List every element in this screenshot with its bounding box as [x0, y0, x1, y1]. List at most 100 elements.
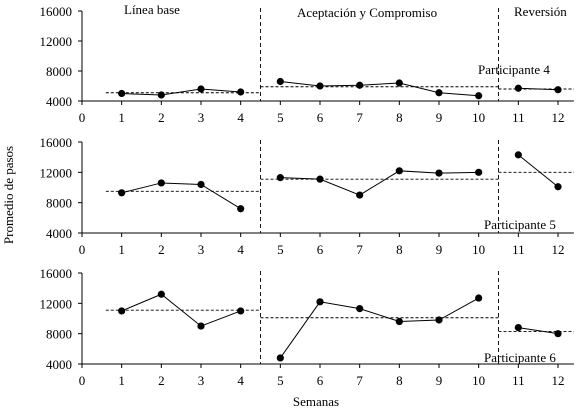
panel-3-data-point [356, 305, 364, 313]
panel-2-x-tick-label: 7 [356, 242, 363, 257]
panel-1-x-tick-label: 4 [237, 110, 244, 125]
panel-3-data-point [475, 294, 483, 302]
panel-3-x-tick-label: 4 [237, 373, 244, 388]
panel-3-data-point [554, 330, 562, 338]
panel-3-x-tick-label: 5 [277, 373, 284, 388]
panel-1-y-tick-label: 12000 [40, 34, 73, 49]
panel-2-x-tick-label: 0 [79, 242, 86, 257]
panel-2-data-point [356, 191, 364, 199]
panel-3-data-point [197, 322, 205, 330]
panel-1-data-point [316, 82, 324, 90]
panel-2-participant-label: Participante 5 [484, 217, 556, 232]
panel-3-data-line [121, 293, 241, 327]
panel-1-data-line [518, 87, 559, 91]
panel-3-data-point [157, 290, 165, 298]
panel-3-data-point [237, 307, 245, 315]
panel-1-data-point [118, 89, 126, 98]
panel-3-y-tick-label: 4000 [46, 357, 72, 372]
panel-2-x-tick-label: 11 [512, 242, 525, 257]
panel-2-data-point [157, 179, 165, 187]
phase-label-reversal: Reversión [514, 4, 567, 19]
panel-3-data-line [518, 327, 559, 335]
phase-label-act: Aceptación y Compromiso [297, 5, 437, 20]
panel-3-data-line [279, 297, 479, 359]
panel-1-data-line [280, 81, 479, 97]
panel-1-data-point [157, 91, 165, 99]
panel-1-x-tick-label: 11 [512, 110, 525, 125]
panel-1-x-tick-label: 2 [158, 110, 165, 125]
panel-1-x-tick-label: 3 [198, 110, 205, 125]
panel-3-y-tick-label: 8000 [46, 327, 72, 342]
panel-3-data-point [435, 316, 443, 324]
panel-2-x-tick-label: 1 [118, 242, 125, 257]
panel-2-data-point [475, 168, 483, 176]
panel-1-x-tick-label: 9 [436, 110, 443, 125]
panel-2-x-tick-label: 9 [436, 242, 443, 257]
panel-2-x-tick-label: 8 [396, 242, 403, 257]
panel-2-y-tick-label: 12000 [40, 165, 73, 180]
panel-2-data-line [121, 182, 241, 210]
panel-2-data-point [435, 169, 443, 177]
panel-1-data-point [356, 81, 364, 89]
panel-2-y-tick-label: 8000 [46, 196, 72, 211]
panel-3-x-tick-label: 0 [79, 373, 86, 388]
panel-2-data-line [280, 170, 479, 196]
panel-3-x-tick-label: 7 [356, 373, 363, 388]
panel-3-participant-label: Participante 6 [484, 350, 556, 365]
panel-1-x-tick-label: 0 [79, 110, 86, 125]
panel-1-data-line [121, 88, 241, 96]
panel-1-data-point [276, 77, 284, 86]
panel-2-data-point [197, 180, 205, 189]
panel-1-data-point [395, 79, 403, 87]
panel-1-y-tick-label: 4000 [46, 94, 72, 109]
panel-2-y-tick-label: 4000 [46, 226, 72, 241]
panel-2-x-tick-label: 2 [158, 242, 165, 257]
panel-2-data-point [237, 205, 245, 213]
panel-3-data-point [118, 307, 126, 315]
panel-3-x-tick-label: 12 [552, 373, 565, 388]
panel-1-x-tick-label: 5 [277, 110, 284, 125]
panel-2-data-point [514, 151, 522, 159]
panel-3-x-tick-label: 6 [317, 373, 324, 388]
panel-3-y-tick-label: 12000 [40, 296, 73, 311]
panel-3-data-point [395, 317, 403, 326]
panel-2-x-tick-label: 4 [237, 242, 244, 257]
panel-3-x-tick-label: 2 [158, 373, 165, 388]
panel-1-data-point [435, 89, 443, 97]
panel-1-data-point [197, 85, 205, 93]
panel-2-data-point [554, 183, 562, 191]
panel-2-x-tick-label: 5 [277, 242, 284, 257]
panel-1-participant-label: Participante 4 [478, 62, 550, 77]
panel-1-x-tick-label: 10 [472, 110, 485, 125]
panel-3-x-tick-label: 9 [436, 373, 443, 388]
x-axis-title: Semanas [293, 394, 339, 409]
panel-1-y-tick-label: 8000 [46, 64, 72, 79]
panel-1-data-point [237, 88, 245, 96]
panel-2-data-point [395, 167, 403, 175]
panel-1-x-tick-label: 6 [317, 110, 324, 125]
panel-3-y-tick-label: 16000 [40, 266, 73, 281]
panel-3-x-tick-label: 3 [198, 373, 205, 388]
panel-2-x-tick-label: 12 [552, 242, 565, 257]
panel-3-x-tick-label: 1 [118, 373, 125, 388]
panel-2-data-point [276, 174, 284, 182]
panel-2-data-line [518, 154, 559, 188]
panel-1-y-tick-label: 16000 [40, 4, 73, 19]
panel-2-x-tick-label: 3 [198, 242, 205, 257]
panel-2-data-point [316, 175, 324, 183]
panel-1-x-tick-label: 1 [118, 110, 125, 125]
panel-2-x-tick-label: 10 [472, 242, 485, 257]
panel-2-data-point [118, 189, 126, 197]
panel-1-data-point [514, 84, 522, 92]
panel-1-x-tick-label: 12 [552, 110, 565, 125]
panel-3-x-tick-label: 10 [472, 373, 485, 388]
panel-3-data-point [514, 324, 522, 332]
panel-1-data-point [554, 86, 562, 94]
panel-1-data-point [475, 92, 483, 100]
phase-label-baseline: Línea base [124, 2, 180, 17]
panel-2-y-tick-label: 16000 [40, 135, 73, 150]
panel-3-x-tick-label: 11 [512, 373, 525, 388]
panel-2-x-tick-label: 6 [317, 242, 324, 257]
